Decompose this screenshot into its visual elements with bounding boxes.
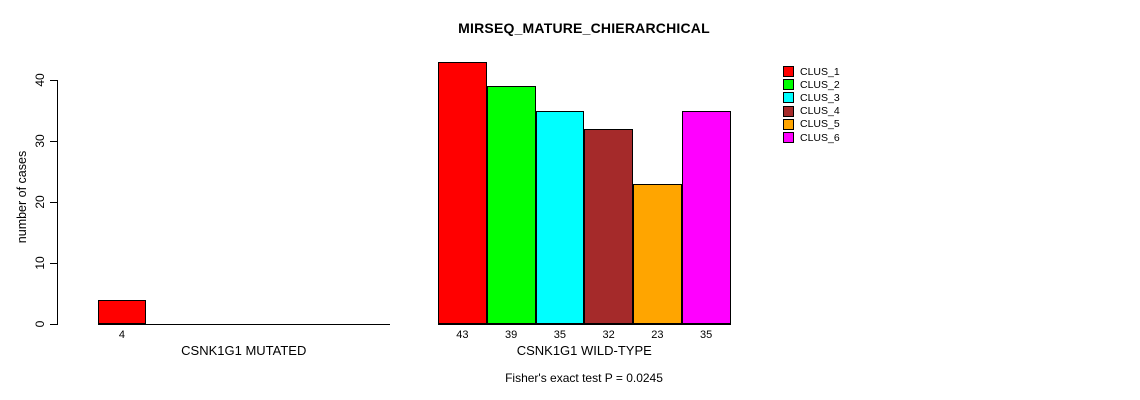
group-label: CSNK1G1 MUTATED <box>181 343 307 358</box>
legend-row-clus_1: CLUS_1 <box>783 65 840 78</box>
legend-swatch-icon <box>783 66 794 78</box>
bar-CLUS_1 <box>438 61 487 324</box>
y-tick-label: 20 <box>33 195 47 209</box>
legend-row-clus_3: CLUS_3 <box>783 91 840 104</box>
legend-swatch-icon <box>783 105 794 117</box>
legend-row-clus_4: CLUS_4 <box>783 105 840 118</box>
legend-label: CLUS_4 <box>800 105 840 118</box>
bar-value-label: 32 <box>602 329 615 341</box>
fisher-test-annotation: Fisher's exact test P = 0.0245 <box>505 371 663 385</box>
group-label: CSNK1G1 WILD-TYPE <box>516 343 652 358</box>
legend: CLUS_1 CLUS_2 CLUS_3 CLUS_4 CLUS_5 CLUS_6 <box>783 65 840 144</box>
x-axis-baseline <box>438 324 731 325</box>
y-tick-mark <box>50 80 58 81</box>
y-tick-label: 30 <box>33 134 47 148</box>
y-axis-label: number of cases <box>15 150 29 244</box>
legend-row-clus_5: CLUS_5 <box>783 118 840 131</box>
bar-value-label: 35 <box>553 329 566 341</box>
y-tick-mark <box>50 141 58 142</box>
y-tick-label: 0 <box>33 320 47 328</box>
y-tick-mark <box>50 263 58 264</box>
bar-value-label: 39 <box>505 329 518 341</box>
bar-value-label: 43 <box>456 329 469 341</box>
bar-CLUS_1 <box>97 299 147 324</box>
legend-label: CLUS_5 <box>800 118 840 131</box>
legend-label: CLUS_6 <box>800 131 840 144</box>
bar-CLUS_2 <box>486 86 536 324</box>
bar-CLUS_4 <box>584 128 633 324</box>
bar-value-label: 23 <box>651 329 664 341</box>
y-tick-mark <box>50 202 58 203</box>
bar-value-label: 35 <box>700 329 713 341</box>
legend-swatch-icon <box>783 79 794 91</box>
y-tick-mark <box>50 324 58 325</box>
legend-swatch-icon <box>783 92 794 104</box>
chart-title: MIRSEQ_MATURE_CHIERARCHICAL <box>458 20 710 36</box>
legend-label: CLUS_1 <box>800 65 840 78</box>
bar-CLUS_6 <box>681 110 731 324</box>
bar-CLUS_5 <box>633 183 682 324</box>
legend-label: CLUS_3 <box>800 91 840 104</box>
legend-row-clus_2: CLUS_2 <box>783 78 840 91</box>
legend-swatch-icon <box>783 132 794 144</box>
legend-swatch-icon <box>783 118 794 130</box>
legend-row-clus_6: CLUS_6 <box>783 131 840 144</box>
x-axis-baseline <box>97 324 390 325</box>
y-tick-label: 10 <box>33 256 47 270</box>
bar-CLUS_3 <box>535 110 585 324</box>
y-tick-label: 40 <box>33 73 47 87</box>
legend-label: CLUS_2 <box>800 78 840 91</box>
bar-value-label: 4 <box>118 329 125 341</box>
